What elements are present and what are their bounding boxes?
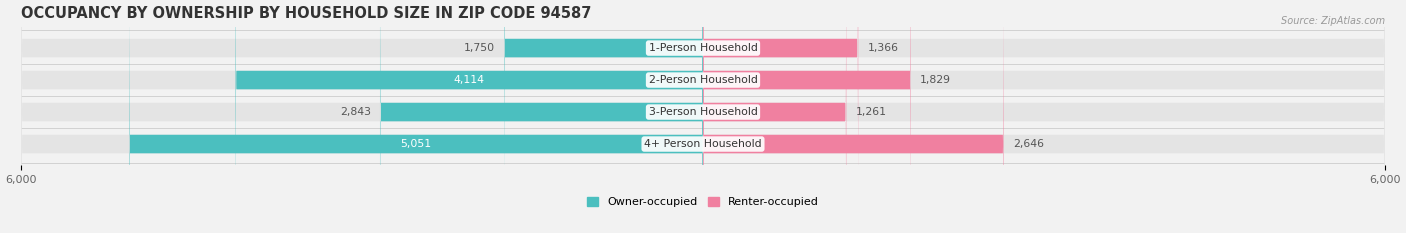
Legend: Owner-occupied, Renter-occupied: Owner-occupied, Renter-occupied — [582, 192, 824, 212]
FancyBboxPatch shape — [703, 0, 911, 233]
Text: 4+ Person Household: 4+ Person Household — [644, 139, 762, 149]
FancyBboxPatch shape — [129, 0, 703, 233]
FancyBboxPatch shape — [21, 0, 1385, 233]
Text: 4,114: 4,114 — [454, 75, 485, 85]
FancyBboxPatch shape — [21, 0, 1385, 233]
FancyBboxPatch shape — [703, 0, 846, 233]
Text: 2,843: 2,843 — [340, 107, 371, 117]
Text: 2,646: 2,646 — [1012, 139, 1043, 149]
Text: 1-Person Household: 1-Person Household — [648, 43, 758, 53]
Text: OCCUPANCY BY OWNERSHIP BY HOUSEHOLD SIZE IN ZIP CODE 94587: OCCUPANCY BY OWNERSHIP BY HOUSEHOLD SIZE… — [21, 6, 592, 21]
Text: 1,750: 1,750 — [464, 43, 495, 53]
FancyBboxPatch shape — [21, 0, 1385, 233]
FancyBboxPatch shape — [21, 0, 1385, 233]
Text: 1,829: 1,829 — [920, 75, 950, 85]
FancyBboxPatch shape — [505, 0, 703, 233]
FancyBboxPatch shape — [236, 0, 703, 233]
Text: 1,366: 1,366 — [868, 43, 898, 53]
Text: 5,051: 5,051 — [401, 139, 432, 149]
Text: Source: ZipAtlas.com: Source: ZipAtlas.com — [1281, 16, 1385, 26]
Text: 1,261: 1,261 — [855, 107, 886, 117]
FancyBboxPatch shape — [703, 0, 1004, 233]
FancyBboxPatch shape — [380, 0, 703, 233]
Text: 2-Person Household: 2-Person Household — [648, 75, 758, 85]
Text: 3-Person Household: 3-Person Household — [648, 107, 758, 117]
FancyBboxPatch shape — [703, 0, 858, 233]
